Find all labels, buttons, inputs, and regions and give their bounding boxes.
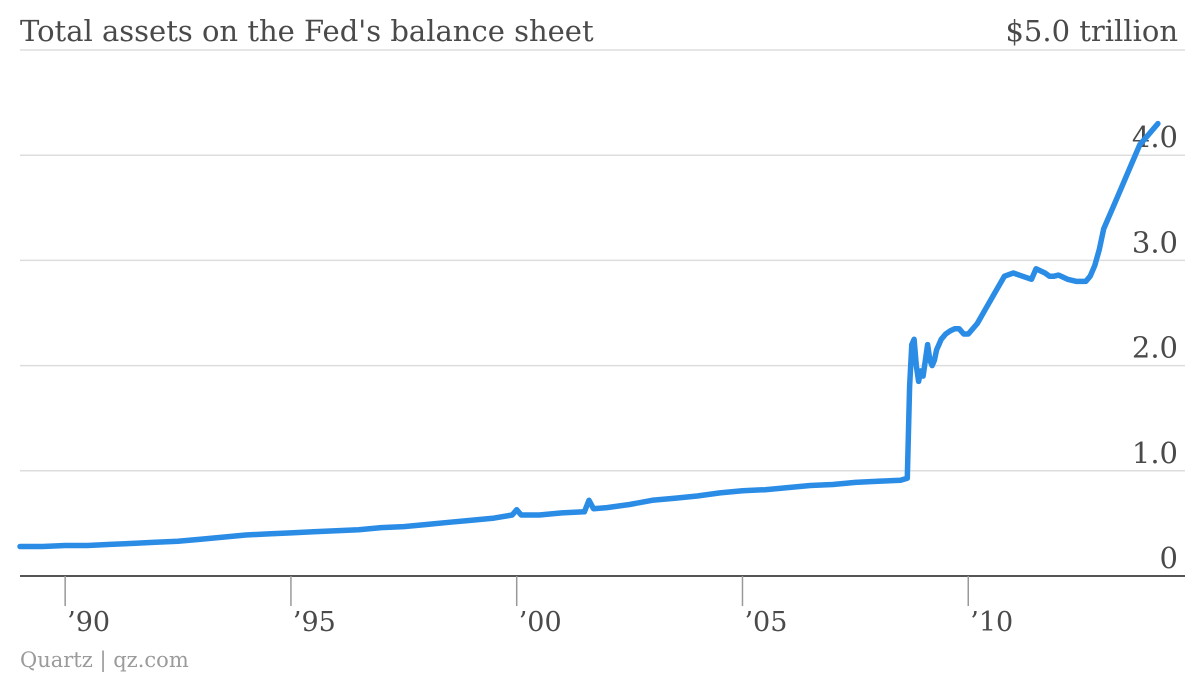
y-tick-labels: 01.02.03.04.0	[1132, 120, 1178, 575]
series-group	[20, 124, 1158, 547]
x-tick-label: ’05	[744, 607, 787, 638]
x-tick-label: ’10	[970, 607, 1013, 638]
y-tick-label: 0	[1160, 541, 1178, 575]
series-line-total-assets	[20, 124, 1158, 547]
x-tick-label: ’90	[67, 607, 110, 638]
chart-title: Total assets on the Fed's balance sheet	[20, 14, 594, 48]
y-axis-top-label: $5.0 trillion	[1005, 14, 1178, 48]
grid	[20, 50, 1185, 471]
y-tick-label: 3.0	[1132, 225, 1178, 259]
y-tick-label: 1.0	[1132, 436, 1178, 470]
x-axis: ’90 ’95 ’00 ’05 ’10	[20, 576, 1185, 638]
x-tick-label: ’95	[293, 607, 336, 638]
y-tick-label: 2.0	[1132, 331, 1178, 365]
source-credit: Quartz | qz.com	[20, 648, 189, 673]
x-tick-label: ’00	[519, 607, 562, 638]
